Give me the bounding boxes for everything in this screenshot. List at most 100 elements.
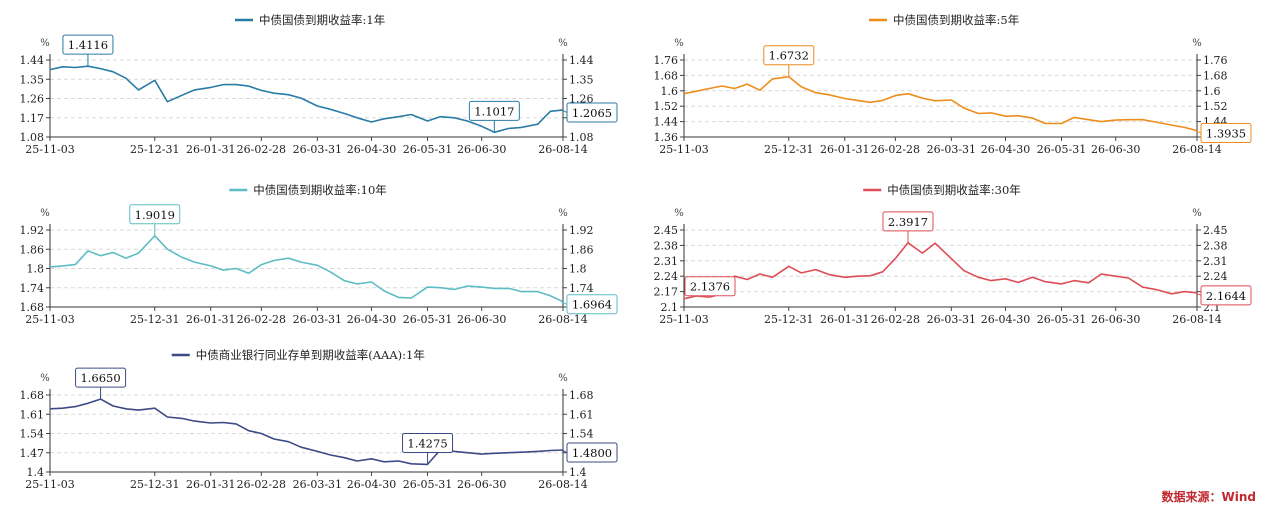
callout-box [566,294,618,315]
x-tick-label: 26-04-30 [981,313,1030,326]
x-tick-label: 26-03-31 [927,143,976,156]
x-tick-label: 25-12-31 [130,143,179,156]
x-tick-label: 26-05-31 [403,478,452,491]
x-tick-label: 26-05-31 [403,143,452,156]
y-tick-label-left: 1.61 [20,408,45,421]
x-tick-label: 25-12-31 [130,313,179,326]
chart-panel-30y: 中债国债到期收益率:30年%% 2.45 2.45 2.38 2.38 2.31 2.31 2… [634,170,1268,340]
y-tick-label-left: 2.17 [654,286,679,299]
callout-label: 1.4800 [572,446,612,460]
y-tick-label-left: 1.74 [20,282,45,295]
y-tick-label-left: 1.68 [20,301,45,314]
callout-label: 1.6732 [769,49,809,63]
legend-label: 中债商业银行同业存单到期收益率(AAA):1年 [196,348,425,362]
y-tick-label-left: 2.45 [654,224,679,237]
x-tick-label: 26-01-31 [186,478,235,491]
chart-panel-ncd: 中债商业银行同业存单到期收益率(AAA):1年%% 1.68 1.68 1.61 1.6… [0,335,634,505]
y-unit-left: % [40,38,50,49]
x-tick-label: 26-04-30 [347,143,396,156]
y-tick-label-left: 1.92 [20,224,45,237]
y-tick-label-right: 1.26 [569,93,594,106]
y-tick-label-left: 1.44 [654,116,679,129]
legend-label: 中债国债到期收益率:10年 [253,183,387,197]
x-tick-label: 26-01-31 [186,313,235,326]
y-tick-label-left: 1.36 [654,131,679,144]
x-tick-label: 26-03-31 [293,478,342,491]
y-tick-label-left: 2.38 [654,239,679,252]
x-tick-label: 26-01-31 [820,313,869,326]
x-tick-label: 26-06-30 [457,143,506,156]
y-tick-label-right: 2.24 [1203,270,1228,283]
x-tick-label: 25-11-03 [25,313,74,326]
y-tick-label-left: 2.1 [661,301,679,314]
series-line [49,65,564,134]
callout-label: 1.4275 [407,436,447,450]
callout-pointer [560,301,568,305]
x-tick-label: 26-02-28 [871,143,920,156]
y-tick-label-left: 1.8 [27,263,45,276]
callout-label: 2.1376 [690,280,730,294]
y-tick-label-right: 1.4 [569,466,587,479]
series-line [49,398,564,466]
y-unit-left: % [674,38,684,49]
x-tick-label: 26-04-30 [347,478,396,491]
x-tick-label: 26-06-30 [1091,313,1140,326]
callout-box [684,276,736,297]
x-tick-label: 26-03-31 [927,313,976,326]
x-tick-label: 26-01-31 [186,143,235,156]
callout-label: 1.2065 [572,106,612,120]
y-unit-left: % [674,208,684,219]
y-tick-label-left: 1.44 [20,54,45,67]
y-tick-label-right: 1.8 [569,263,587,276]
chart-panel-5y: 中债国债到期收益率:5年%% 1.76 1.76 1.68 1.68 1.6 1.6 1.52… [634,0,1268,170]
x-tick-label: 25-11-03 [25,478,74,491]
x-tick-label: 26-08-14 [538,313,587,326]
chart-treasury-30y: 中债国债到期收益率:30年% %2.45 2.452.38 2.382.31 2.312… [654,183,1252,326]
x-tick-label: 26-05-31 [1037,313,1086,326]
x-tick-label: 26-02-28 [237,143,286,156]
x-tick-label: 26-02-28 [871,313,920,326]
x-tick-label: 26-01-31 [820,143,869,156]
callout-label: 1.1017 [474,104,514,118]
y-tick-label-left: 1.86 [20,243,45,256]
x-tick-label: 26-03-31 [293,313,342,326]
x-tick-label: 26-08-14 [538,143,587,156]
y-unit-left: % [40,208,50,219]
y-tick-label-left: 1.08 [20,131,45,144]
legend-label: 中债国债到期收益率:5年 [893,13,1019,27]
legend-label: 中债国债到期收益率:1年 [259,13,385,27]
x-tick-label: 25-11-03 [25,143,74,156]
y-tick-label-left: 2.31 [654,255,679,268]
y-tick-label-left: 1.54 [20,428,45,441]
x-tick-label: 25-12-31 [130,478,179,491]
x-tick-label: 26-05-31 [403,313,452,326]
x-tick-label: 26-08-14 [1172,143,1221,156]
callout-pointer [560,449,568,453]
y-tick-label-left: 1.17 [20,112,45,125]
x-tick-label: 25-11-03 [659,313,708,326]
x-tick-label: 26-08-14 [538,478,587,491]
x-tick-label: 26-06-30 [1091,143,1140,156]
y-tick-label-left: 1.76 [654,54,679,67]
y-tick-label-right: 1.86 [569,243,594,256]
chart-panel-10y: 中债国债到期收益率:10年%% 1.92 1.92 1.86 1.86 1.8 1.8 1.7… [0,170,634,340]
y-tick-label-right: 1.54 [569,428,594,441]
y-tick-label-right: 2.31 [1203,255,1228,268]
y-tick-label-right: 1.76 [1203,54,1228,67]
y-tick-label-right: 1.35 [569,73,594,86]
y-unit-right: % [558,208,568,219]
y-tick-label-right: 1.08 [569,131,594,144]
callout-pointer [1194,130,1202,134]
y-tick-label-right: 1.44 [569,54,594,67]
y-unit-left: % [40,373,50,384]
y-tick-label-left: 1.35 [20,73,45,86]
y-tick-label-left: 1.47 [20,447,45,460]
y-tick-label-left: 1.68 [20,389,45,402]
chart-panel-1y: 中债国债到期收益率:1年%% 1.44 1.44 1.35 1.35 1.26 1.26 1.… [0,0,634,170]
y-tick-label-left: 1.4 [27,466,45,479]
y-tick-label-right: 1.61 [569,408,594,421]
series-line [683,242,1198,300]
y-tick-label-left: 2.24 [654,270,679,283]
y-tick-label-right: 1.68 [569,389,594,402]
x-tick-label: 26-02-28 [237,478,286,491]
